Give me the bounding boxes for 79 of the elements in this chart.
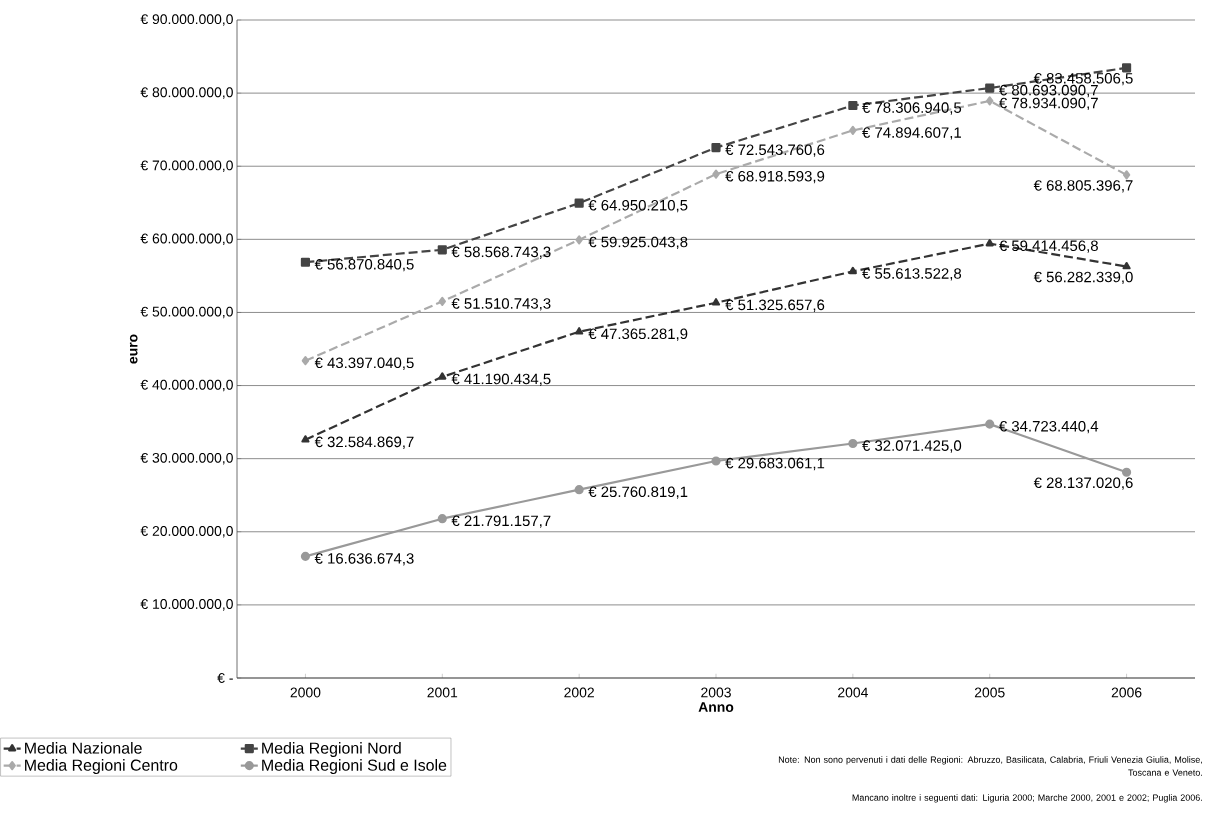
point: [848, 266, 857, 275]
x-axis-title: Anno: [698, 702, 734, 712]
y-tick-label: € 90.000.000,0: [140, 14, 233, 26]
data-label: € 43.397.040,5: [314, 357, 414, 370]
data-label: € 68.805.396,7: [1033, 180, 1133, 193]
point: [300, 551, 311, 561]
point: [1122, 261, 1131, 270]
point: [438, 296, 446, 306]
y-axis-title: euro: [129, 334, 138, 364]
data-label: € 59.925.043,8: [588, 236, 688, 250]
data-label: € 64.950.210,5: [588, 199, 688, 213]
y-tick-label: € 70.000.000,0: [140, 160, 233, 172]
text: Mancano inoltre i seguenti dati: Liguria 2000; Marche 2000, 2001 e 2002; Puglia 2006.: [852, 794, 1202, 803]
point: [301, 435, 310, 443]
data-label: € 55.613.522,8: [862, 268, 962, 281]
data-label: € 47.365.281,9: [588, 328, 688, 341]
x-tick-label: 2000: [290, 687, 321, 698]
data-label: € 16.636.674,3: [314, 553, 414, 566]
data-label: € 51.325.657,6: [725, 299, 825, 312]
point: [985, 419, 995, 429]
data-label: € 74.894.607,1: [862, 127, 961, 140]
y-tick-label: € 10.000.000,0: [140, 599, 233, 611]
x-tick-label: 2006: [1111, 687, 1142, 698]
y-tick-label: € 30.000.000,0: [140, 452, 233, 465]
legend-label: Media Regioni Sud e Isole: [262, 759, 447, 774]
point: [985, 83, 995, 93]
point: [438, 372, 447, 380]
x-tick-label: 2004: [838, 687, 868, 698]
data-label: € 29.683.061,1: [725, 457, 825, 471]
y-tick-label: € -: [217, 673, 233, 683]
data-label: € 25.760.819,1: [588, 486, 688, 499]
x-tick-label: 2005: [974, 687, 1005, 698]
data-label: € 32.584.869,7: [314, 436, 414, 449]
x-tick-label: 2002: [564, 687, 594, 698]
data-label: € 21.791.157,7: [451, 515, 551, 528]
point: [848, 100, 858, 111]
point: [711, 143, 721, 153]
point: [437, 245, 447, 255]
text: Note: Non sono pervenuti i dati delle Regioni: Abruzzo, Basilicata, Calabria, Friuli Venezia Giulia, Molise, Toscana e Veneto.: [778, 756, 1202, 776]
point: [712, 169, 720, 179]
point: [300, 257, 311, 267]
data-label: € 51.510.743,3: [451, 298, 551, 311]
data-label: € 56.870.840,5: [314, 259, 414, 272]
point: [985, 239, 994, 247]
point: [301, 356, 310, 366]
point: [437, 514, 447, 524]
point: [986, 96, 994, 106]
data-label: € 28.137.020,6: [1033, 477, 1133, 490]
x-tick-label: 2001: [427, 687, 458, 698]
data-label: € 58.568.743,3: [451, 246, 551, 259]
point: [575, 235, 583, 245]
data-label: € 78.306.940,5: [862, 102, 962, 115]
data-label: € 68.918.593,9: [725, 170, 825, 184]
legend-label: Media Nazionale: [25, 742, 142, 754]
point: [1122, 170, 1131, 180]
point: [574, 485, 584, 495]
legend-label: Media Regioni Centro: [25, 759, 178, 774]
legend-label: Media Regioni Nord: [262, 742, 401, 757]
point: [711, 298, 721, 306]
point: [848, 438, 858, 449]
point: [1121, 467, 1132, 477]
y-tick-label: € 60.000.000,0: [140, 233, 233, 246]
point: [575, 327, 584, 335]
data-label: € 41.190.434,5: [451, 373, 551, 387]
y-tick-label: € 40.000.000,0: [140, 379, 233, 392]
point: [574, 198, 584, 208]
y-tick-label: € 50.000.000,0: [140, 306, 233, 319]
data-label: € 34.723.440,4: [999, 420, 1099, 434]
point: [849, 125, 857, 136]
data-label: € 80.693.090,7: [999, 84, 1098, 98]
data-label: € 32.071.425,0: [862, 440, 962, 453]
data-label: € 72.543.760,6: [725, 144, 825, 157]
data-label: € 78.934.090,7: [999, 97, 1098, 111]
y-tick-label: € 80.000.000,0: [140, 87, 233, 99]
y-tick-label: € 20.000.000,0: [140, 526, 233, 538]
data-label: € 56.282.339,0: [1033, 271, 1133, 285]
point: [1121, 63, 1132, 73]
point: [711, 456, 721, 466]
x-tick-label: 2003: [701, 687, 731, 698]
